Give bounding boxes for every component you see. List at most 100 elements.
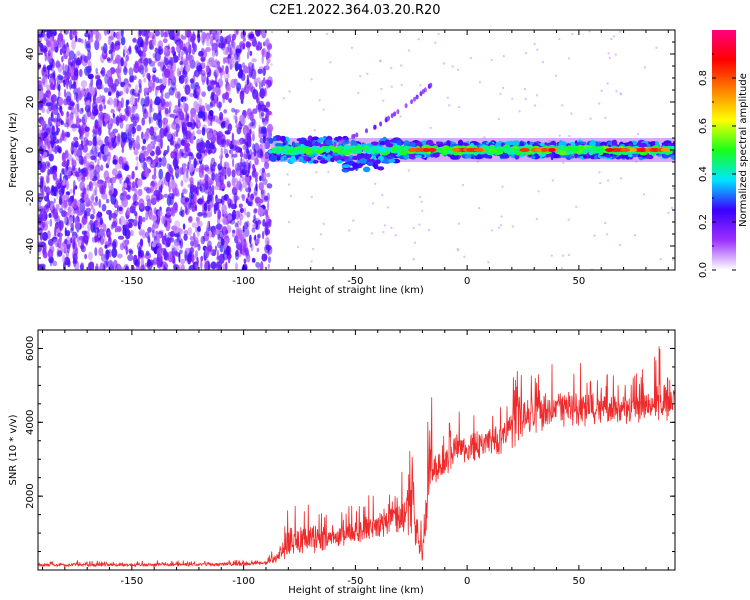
noise-speck — [196, 138, 201, 149]
noise-speck — [145, 194, 151, 202]
noise-speck — [219, 244, 224, 253]
noise-speck — [41, 231, 49, 241]
noise-speck — [132, 120, 137, 127]
noise-speck — [237, 227, 242, 239]
noise-speck — [188, 216, 193, 223]
noise-speck — [181, 118, 188, 128]
main-band-cell — [268, 137, 274, 144]
noise-speck — [196, 129, 202, 135]
noise-speck — [261, 142, 266, 153]
noise-speck — [226, 167, 232, 177]
noise-speck — [218, 42, 225, 49]
noise-speck — [255, 104, 262, 111]
noise-speck — [241, 176, 244, 183]
noise-speck — [255, 94, 259, 104]
noise-speck — [246, 159, 249, 168]
noise-speck — [348, 229, 351, 232]
noise-speck — [238, 203, 243, 209]
main-band-cell — [269, 154, 278, 162]
noise-speck — [352, 219, 355, 222]
noise-speck — [176, 153, 182, 159]
noise-speck — [235, 210, 240, 220]
noise-speck — [154, 30, 160, 37]
noise-speck — [123, 48, 125, 58]
noise-speck — [123, 245, 128, 250]
noise-speck — [202, 212, 208, 219]
noise-speck — [417, 38, 420, 41]
noise-speck — [210, 205, 213, 214]
noise-speck — [181, 192, 184, 199]
main-band-core — [379, 147, 386, 153]
noise-speck — [242, 144, 247, 151]
noise-speck — [179, 39, 184, 50]
noise-speck — [233, 183, 241, 189]
noise-speck — [499, 92, 502, 96]
noise-speck — [196, 65, 203, 72]
main-band-cell — [387, 155, 394, 160]
noise-speck — [256, 77, 261, 83]
noise-speck — [598, 171, 601, 174]
noise-speck — [189, 78, 194, 84]
noise-speck — [191, 154, 194, 160]
main-band-cell — [638, 142, 647, 148]
noise-speck — [111, 212, 117, 219]
noise-speck — [238, 63, 243, 72]
noise-speck — [211, 185, 215, 193]
noise-speck — [83, 160, 90, 168]
noise-speck — [131, 126, 137, 134]
noise-speck — [262, 67, 266, 77]
noise-speck — [61, 183, 65, 195]
noise-speck — [234, 163, 241, 172]
noise-speck — [56, 121, 61, 127]
noise-speck — [310, 195, 313, 199]
noise-speck — [116, 45, 121, 50]
y-tick-label: 40 — [25, 48, 36, 61]
noise-speck — [562, 161, 565, 164]
main-band-cell — [388, 158, 396, 163]
noise-speck — [147, 235, 151, 244]
colorbar-ticks: 0.0 0.2 0.4 0.6 0.8 — [698, 53, 736, 278]
noise-speck — [61, 44, 67, 54]
noise-speck — [245, 187, 252, 193]
noise-speck — [183, 58, 188, 67]
noise-speck — [83, 55, 89, 63]
noise-speck — [207, 132, 214, 139]
main-band-core — [487, 148, 497, 153]
noise-speck — [248, 33, 255, 39]
noise-speck — [243, 129, 247, 137]
noise-speck — [605, 233, 609, 236]
noise-speck — [232, 139, 239, 146]
noise-speck — [129, 75, 134, 83]
noise-speck — [184, 142, 191, 148]
noise-speck — [253, 186, 258, 196]
noise-speck — [74, 171, 80, 178]
noise-speck — [72, 214, 75, 224]
noise-speck — [179, 60, 184, 66]
noise-speck — [234, 222, 238, 228]
noise-speck — [173, 131, 178, 137]
noise-speck — [190, 107, 197, 118]
noise-speck — [382, 99, 385, 102]
noise-speck — [261, 189, 266, 197]
noise-speck — [142, 145, 145, 152]
noise-speck — [412, 258, 415, 261]
noise-speck — [67, 106, 72, 111]
noise-speck — [359, 75, 362, 78]
noise-speck — [84, 104, 91, 113]
noise-speck — [243, 139, 247, 145]
snr-line — [38, 346, 675, 568]
noise-speck — [57, 83, 61, 92]
noise-speck — [76, 50, 81, 56]
noise-speck — [47, 249, 54, 259]
main-band-cell — [606, 153, 611, 158]
noise-speck — [59, 232, 62, 244]
noise-speck — [101, 203, 107, 212]
noise-speck — [134, 60, 139, 69]
noise-speck — [608, 56, 611, 59]
noise-speck — [287, 220, 291, 224]
colorbar-tick-label: 0.0 — [698, 262, 709, 278]
noise-speck — [38, 181, 41, 187]
noise-speck — [112, 51, 115, 57]
noise-speck — [120, 36, 126, 46]
noise-speck — [111, 221, 118, 228]
